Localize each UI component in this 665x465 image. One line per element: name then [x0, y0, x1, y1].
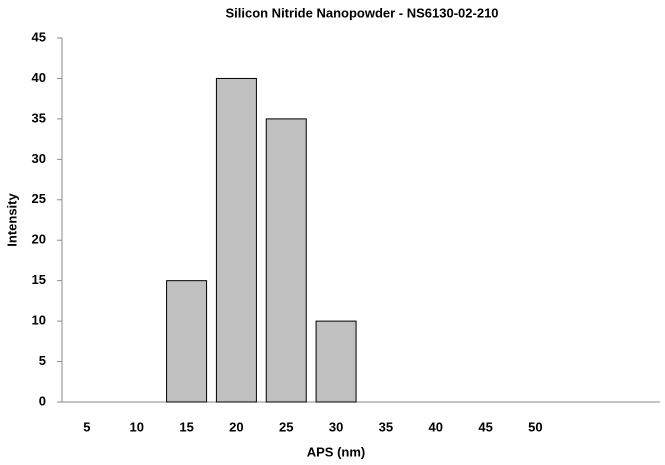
bar [265, 118, 307, 403]
x-tick-label: 10 [130, 419, 144, 434]
y-tick-label: 10 [32, 313, 46, 328]
y-tick-label: 35 [32, 110, 46, 125]
x-tick-label: 5 [83, 419, 90, 434]
x-tick-label: 30 [329, 419, 343, 434]
x-tick-label: 50 [528, 419, 542, 434]
y-tick-label: 25 [32, 191, 46, 206]
y-tick-label: 45 [32, 29, 46, 44]
y-tick-label: 0 [39, 393, 46, 408]
y-tick-label: 15 [32, 272, 46, 287]
y-tick-label: 20 [32, 232, 46, 247]
x-tick-label: 40 [429, 419, 443, 434]
x-tick-label: 35 [379, 419, 393, 434]
x-tick-label: 15 [179, 419, 193, 434]
y-axis-label: Intensity [4, 193, 19, 247]
y-tick-label: 30 [32, 151, 46, 166]
y-tick-label: 40 [32, 70, 46, 85]
y-tick-label: 5 [39, 353, 46, 368]
x-tick-label: 25 [279, 419, 293, 434]
chart-title: Silicon Nitride Nanopowder - NS6130-02-2… [225, 5, 498, 20]
bar [315, 320, 357, 403]
x-axis-label: APS (nm) [307, 444, 366, 459]
x-tick-label: 45 [478, 419, 492, 434]
bar [166, 280, 208, 403]
bar [215, 77, 257, 403]
x-tick-label: 20 [229, 419, 243, 434]
